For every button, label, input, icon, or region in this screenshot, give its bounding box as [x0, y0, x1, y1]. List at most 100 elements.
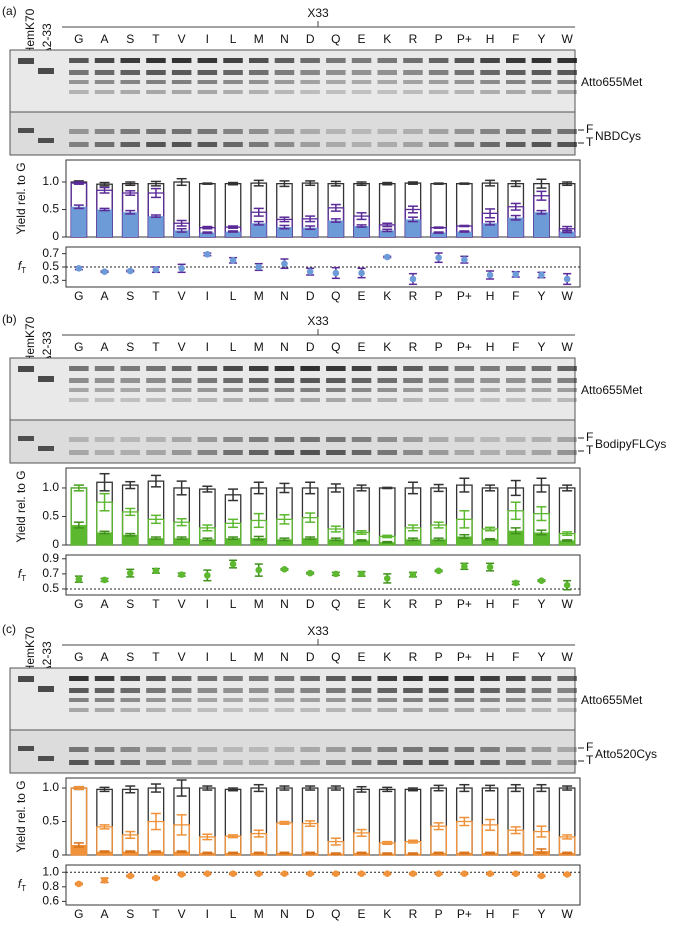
gel-band	[18, 746, 34, 751]
y-axis-label-sub: T	[21, 574, 26, 583]
gel-band	[351, 90, 372, 94]
gel-band	[505, 760, 526, 765]
x-tick-label: Y	[537, 907, 545, 921]
gel-band	[197, 688, 218, 693]
lane-label: A	[101, 650, 109, 664]
gel-band	[377, 760, 398, 765]
point	[409, 571, 417, 578]
lane-label: P+	[457, 650, 472, 664]
gel-band	[428, 90, 449, 94]
gel-band	[377, 366, 398, 371]
gel-band	[480, 698, 500, 702]
gel-band	[69, 129, 89, 134]
x-tick-label: E	[358, 597, 366, 611]
lane-label: W	[561, 650, 573, 664]
gel-band	[94, 58, 115, 63]
bar	[353, 487, 370, 546]
gel-band	[171, 398, 192, 402]
plot-frame	[65, 554, 581, 596]
point	[306, 569, 314, 577]
x-tick-label: S	[126, 597, 134, 611]
bar	[404, 487, 422, 546]
bar	[96, 532, 113, 545]
x-tick-label: E	[358, 289, 366, 303]
gel-band	[454, 760, 475, 765]
lane-label: H	[486, 32, 495, 46]
lane-label: M	[254, 32, 264, 46]
point	[486, 271, 494, 279]
gel-bottom-label: Atto520Cys	[595, 747, 657, 761]
point	[383, 870, 391, 878]
point	[75, 575, 83, 583]
gel-band	[171, 388, 192, 392]
gel-band	[274, 698, 295, 702]
gel-band	[248, 747, 269, 752]
gel-band	[120, 698, 141, 702]
gel-band	[171, 437, 192, 442]
y-tick-label: 0.5	[42, 581, 59, 595]
gel-band	[146, 708, 166, 712]
lane-label: E	[358, 340, 366, 354]
y-tick-label: 0.5	[42, 202, 59, 216]
y-tick-label: 1.0	[42, 480, 59, 494]
bar	[121, 788, 139, 856]
gel-band	[120, 760, 141, 765]
gel-band	[351, 58, 372, 63]
gel-band	[428, 142, 449, 147]
lane-label: N	[280, 340, 289, 354]
x-tick-label: G	[74, 289, 83, 303]
gel-band	[120, 398, 141, 402]
gel-band	[326, 398, 346, 402]
gel-band	[557, 90, 577, 94]
gel-band	[454, 676, 475, 681]
gel-band	[120, 747, 141, 752]
gel-band	[248, 450, 269, 455]
gel-band	[351, 398, 372, 402]
y-axis-label-main: f	[18, 567, 23, 581]
gel-band	[326, 129, 346, 134]
point	[281, 566, 288, 573]
y-tick-label: 0.6	[42, 894, 59, 908]
gel-band	[274, 688, 295, 693]
y-tick-label: 0	[52, 537, 59, 551]
gel-band	[351, 688, 372, 693]
gel-band	[326, 708, 346, 712]
bar	[559, 540, 575, 545]
bar	[430, 232, 447, 237]
panel-label: (b)	[2, 312, 17, 326]
bar	[148, 538, 164, 545]
lane-label: T	[152, 650, 160, 664]
gel-band	[326, 437, 346, 442]
x-tick-label: M	[254, 597, 264, 611]
gel-band	[557, 747, 577, 752]
point	[101, 876, 108, 884]
gel-band	[505, 142, 526, 147]
lane-label: P	[435, 340, 443, 354]
gel-band	[120, 388, 141, 392]
lane-label: Q	[331, 340, 340, 354]
gel-band	[428, 129, 449, 134]
gel-band	[274, 70, 295, 75]
gel-band	[94, 129, 115, 134]
gel-band	[171, 129, 192, 134]
lane-label: N	[280, 32, 289, 46]
gel-band	[248, 698, 269, 702]
lane-label: G	[74, 340, 83, 354]
gel-top-label: Atto655Met	[581, 75, 643, 89]
gel-band	[38, 376, 54, 382]
gel-band	[480, 708, 500, 712]
gel-band	[403, 688, 423, 693]
gel-band	[377, 437, 398, 442]
gel-band	[428, 80, 449, 84]
gel-band	[505, 378, 526, 383]
gel-band	[120, 708, 141, 712]
point	[204, 572, 211, 579]
gel-band	[248, 378, 269, 383]
gel-band	[171, 450, 192, 455]
gel-band	[69, 398, 89, 402]
gel-band	[300, 450, 320, 455]
point	[512, 271, 520, 278]
lane-label: Y	[537, 650, 545, 664]
gel-band	[223, 142, 243, 147]
gel-band	[69, 760, 89, 765]
